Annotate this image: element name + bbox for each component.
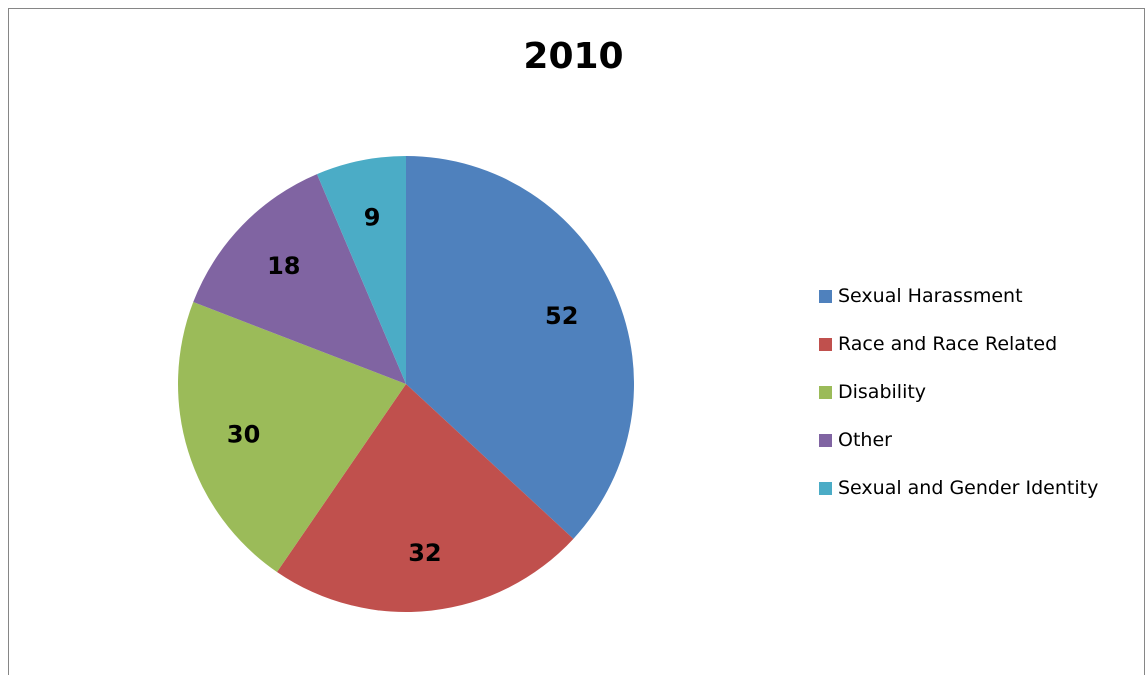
data-label-race-and-race-related: 32	[408, 539, 441, 567]
chart-title: 2010	[523, 36, 624, 77]
legend-item-race-and-race-related: Race and Race Related	[819, 320, 1098, 368]
data-label-disability: 30	[227, 420, 260, 448]
legend-label: Race and Race Related	[838, 333, 1058, 355]
legend-swatch	[819, 385, 832, 399]
pie-slice-sexual-and-gender-identity	[316, 156, 406, 384]
legend-label: Sexual and Gender Identity	[838, 477, 1099, 499]
data-label-sexual-harassment: 52	[545, 302, 578, 330]
data-label-sexual-and-gender-identity: 9	[364, 203, 381, 231]
legend-swatch	[819, 433, 832, 447]
pie-slices	[178, 156, 634, 612]
legend-item-sexual-and-gender-identity: Sexual and Gender Identity	[819, 464, 1098, 512]
legend-label: Other	[838, 429, 892, 451]
legend-item-sexual-harassment: Sexual Harassment	[819, 272, 1098, 320]
data-label-other: 18	[267, 252, 300, 280]
legend-label: Disability	[838, 381, 927, 403]
pie-slice-disability	[178, 302, 406, 572]
pie-data-labels: 52 32 30 18 9	[227, 203, 579, 567]
pie-slice-race-and-race-related	[276, 384, 574, 612]
pie-slice-other	[193, 174, 406, 384]
legend-item-other: Other	[819, 416, 1098, 464]
legend-label: Sexual Harassment	[838, 285, 1023, 307]
legend-swatch	[819, 289, 832, 303]
legend-swatch	[819, 337, 832, 351]
chart-legend: Sexual Harassment Race and Race Related Di…	[819, 272, 1098, 512]
legend-swatch	[819, 481, 832, 495]
legend-item-disability: Disability	[819, 368, 1098, 416]
pie-slice-sexual-harassment	[406, 156, 634, 539]
